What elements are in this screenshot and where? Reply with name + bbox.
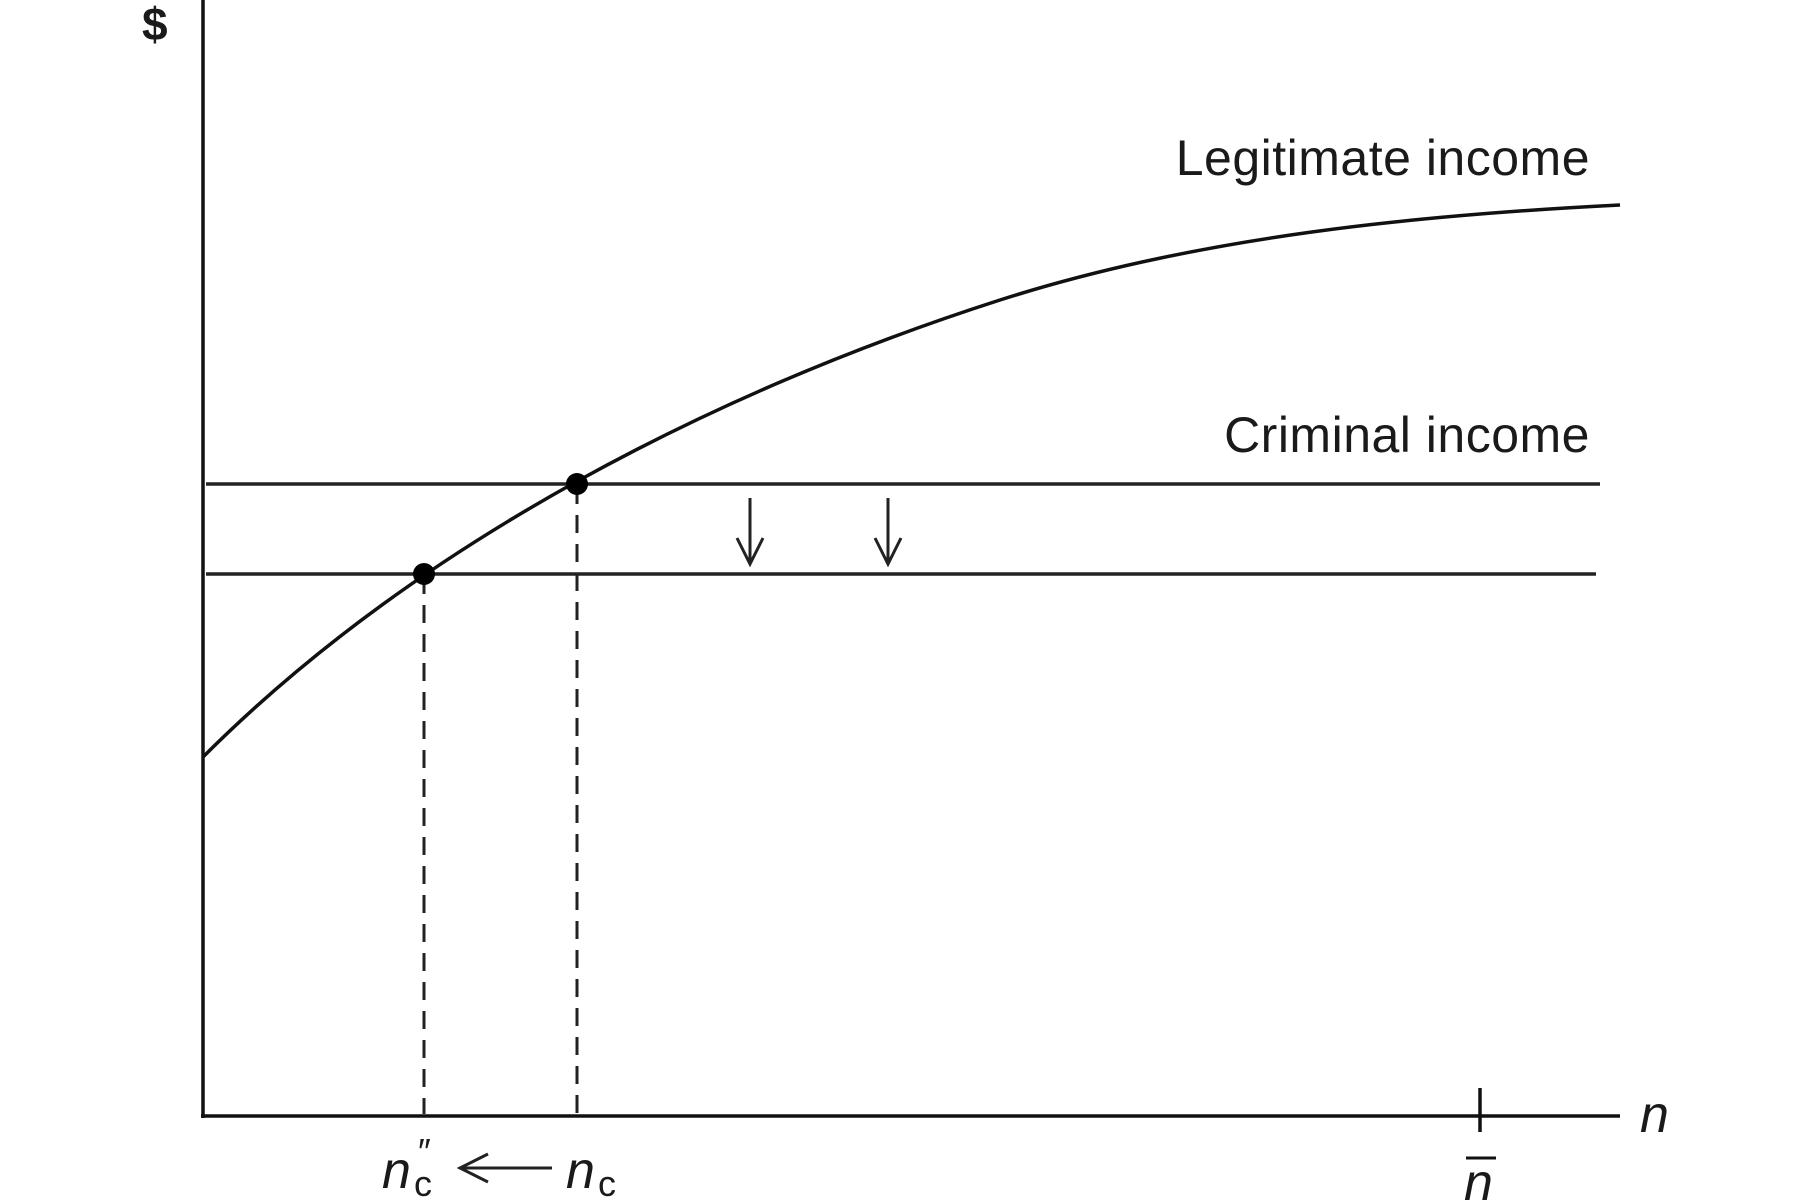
svg-text:n: n [566, 1142, 595, 1200]
y-axis-label: $ [142, 0, 168, 50]
legitimate-income-curve [201, 203, 1621, 759]
svg-text:c: c [414, 1163, 432, 1200]
shift-arrow-left [735, 498, 765, 568]
svg-text:n: n [1464, 1154, 1493, 1200]
svg-text:c: c [598, 1163, 616, 1200]
legitimate-income-label: Legitimate income [1176, 130, 1590, 186]
intersection-shifted [413, 563, 435, 585]
x-axis-label: n [1640, 1086, 1669, 1144]
n-bar-label: n [1464, 1154, 1496, 1200]
equilibrium-shift-arrow [456, 1152, 552, 1184]
criminal-income-label: Criminal income [1224, 407, 1590, 463]
intersection-original [566, 473, 588, 495]
n-c-label: n c [566, 1142, 616, 1200]
svg-text:n: n [382, 1142, 411, 1200]
n-c-double-prime-label: n c ″ [382, 1131, 432, 1200]
shift-arrow-right [873, 498, 903, 568]
svg-text:″: ″ [418, 1131, 431, 1172]
